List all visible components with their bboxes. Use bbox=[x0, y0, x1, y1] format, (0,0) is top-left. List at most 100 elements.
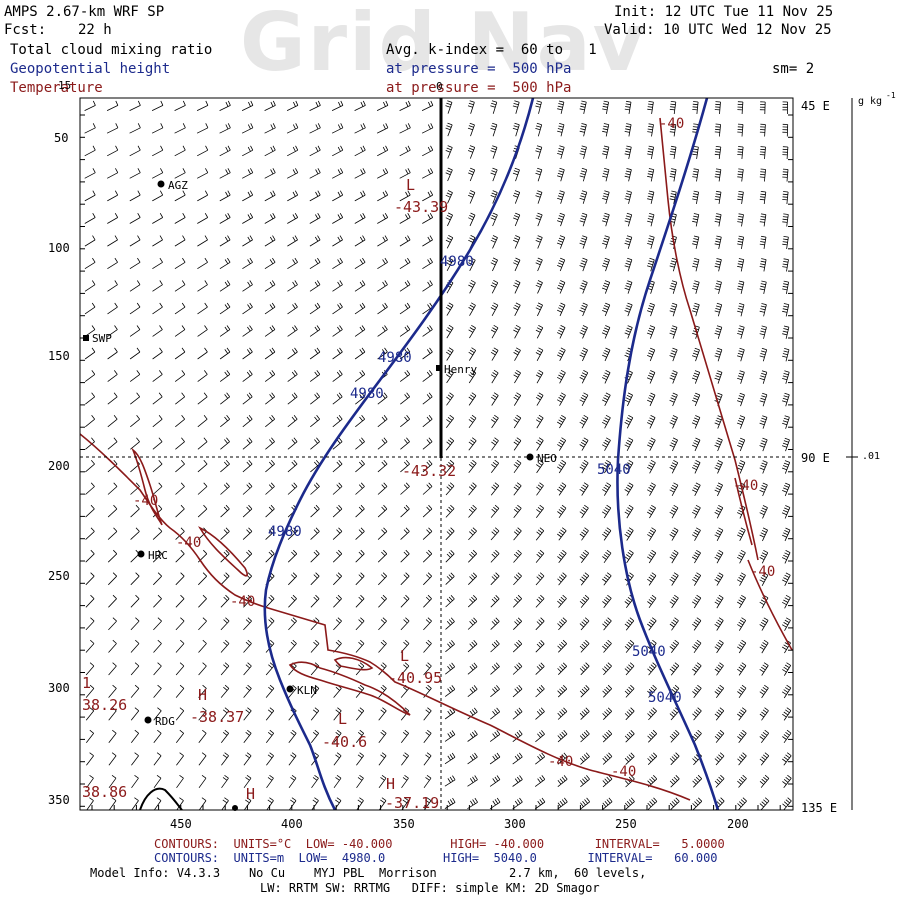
wind-barb bbox=[219, 370, 231, 382]
wind-barb bbox=[647, 775, 658, 788]
wind-barb bbox=[264, 347, 276, 360]
wind-barb bbox=[736, 415, 746, 429]
wind-barb bbox=[242, 145, 254, 157]
wind-barb bbox=[85, 639, 95, 653]
wind-barb bbox=[108, 617, 117, 631]
wind-barb bbox=[782, 258, 789, 272]
wind-barb bbox=[782, 348, 790, 362]
wind-barb bbox=[579, 685, 590, 698]
wind-barb bbox=[714, 347, 723, 362]
wind-barb bbox=[399, 370, 411, 382]
wind-barb bbox=[624, 370, 633, 384]
wind-barb bbox=[557, 504, 567, 519]
wind-barb bbox=[557, 549, 567, 563]
wind-barb bbox=[354, 347, 366, 360]
wind-barb bbox=[490, 100, 498, 114]
x-tick-label: 250 bbox=[615, 817, 637, 831]
wind-barb bbox=[535, 190, 543, 204]
wind-barb bbox=[354, 325, 366, 337]
wind-barb bbox=[197, 302, 208, 315]
wind-barb bbox=[399, 325, 411, 337]
wind-barb bbox=[759, 213, 767, 227]
wind-barb bbox=[287, 527, 298, 540]
wind-barb bbox=[310, 684, 320, 698]
wind-barb bbox=[759, 168, 766, 182]
wind-barb bbox=[737, 662, 747, 676]
wind-barb bbox=[782, 752, 792, 766]
wind-barb bbox=[759, 258, 767, 272]
height-label: 5040 bbox=[632, 644, 666, 660]
wind-barb bbox=[333, 774, 342, 789]
wind-barb bbox=[737, 101, 744, 115]
height-label: 5040 bbox=[648, 690, 682, 706]
wind-barb bbox=[602, 168, 610, 182]
wind-barb bbox=[444, 707, 456, 720]
wind-barb bbox=[354, 212, 366, 224]
wind-barb bbox=[219, 145, 231, 157]
wind-barb bbox=[85, 662, 95, 676]
wind-barb bbox=[467, 145, 476, 159]
wind-barb bbox=[84, 190, 96, 202]
wind-barb bbox=[467, 707, 478, 720]
wind-barb bbox=[264, 100, 276, 111]
wind-barb bbox=[84, 280, 96, 292]
wind-barb bbox=[557, 707, 568, 720]
wind-barb bbox=[647, 235, 655, 249]
wind-barb bbox=[332, 145, 344, 157]
wind-barb bbox=[85, 707, 95, 721]
wind-barb bbox=[332, 280, 343, 292]
wind-barb bbox=[646, 504, 656, 519]
wind-barb bbox=[85, 572, 95, 586]
wind-barb bbox=[400, 662, 410, 676]
wind-barb bbox=[310, 549, 320, 563]
wind-barb bbox=[602, 594, 612, 608]
wind-barb bbox=[535, 640, 545, 653]
wind-barb bbox=[332, 325, 343, 337]
wind-barb bbox=[108, 639, 117, 653]
wind-barb bbox=[107, 302, 118, 315]
wind-barb bbox=[714, 797, 725, 810]
wind-barb bbox=[377, 280, 388, 292]
wind-barb bbox=[243, 752, 252, 766]
wind-barb bbox=[287, 280, 298, 292]
wind-barb bbox=[782, 280, 789, 294]
wind-barb bbox=[579, 302, 588, 317]
wind-barb bbox=[602, 190, 610, 204]
wind-barb bbox=[197, 347, 208, 360]
wind-barb bbox=[377, 235, 388, 247]
wind-barb bbox=[399, 212, 411, 224]
wind-barb bbox=[129, 212, 141, 224]
wind-barb bbox=[174, 168, 186, 179]
wind-barb bbox=[152, 168, 164, 179]
wind-barb bbox=[108, 774, 117, 789]
wind-barb bbox=[782, 213, 789, 227]
wind-barb bbox=[355, 392, 366, 405]
wind-barb bbox=[86, 752, 94, 766]
wind-barb bbox=[333, 594, 342, 608]
wind-barb bbox=[175, 707, 185, 721]
wind-barb bbox=[737, 549, 746, 564]
wind-barb bbox=[669, 168, 677, 182]
wind-barb bbox=[332, 549, 343, 563]
wind-barb bbox=[287, 482, 298, 495]
wind-barb bbox=[333, 617, 342, 631]
wind-barb bbox=[714, 549, 724, 564]
wind-barb bbox=[782, 797, 792, 810]
wind-barb bbox=[288, 617, 297, 631]
wind-barb bbox=[692, 774, 702, 788]
wind-barb bbox=[377, 325, 388, 337]
height-contours bbox=[263, 98, 720, 810]
wind-barb bbox=[782, 527, 791, 542]
wind-barb bbox=[445, 437, 455, 451]
wind-barb bbox=[445, 527, 455, 541]
wind-barb bbox=[152, 347, 163, 360]
wind-barb bbox=[332, 370, 343, 382]
wind-barb bbox=[467, 730, 478, 742]
wind-barb bbox=[287, 145, 299, 157]
wind-barb bbox=[129, 347, 141, 360]
wind-barb bbox=[557, 797, 568, 810]
wind-barb bbox=[714, 392, 723, 407]
wind-barb bbox=[557, 594, 567, 608]
wind-barb bbox=[242, 235, 253, 247]
temperature-label: -40 bbox=[733, 478, 758, 494]
